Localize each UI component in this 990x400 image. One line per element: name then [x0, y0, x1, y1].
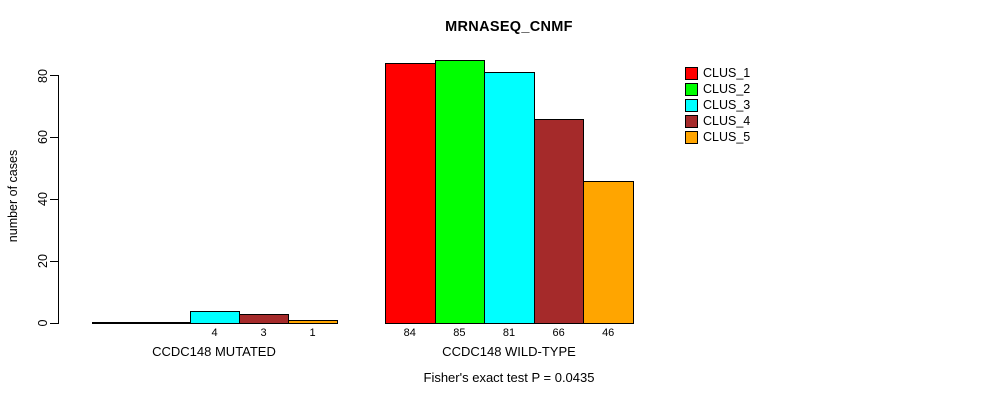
bar-clus_1-group1-zero — [92, 322, 142, 324]
bar-clus_2-group2 — [435, 60, 485, 324]
y-axis-tick-label: 40 — [36, 192, 50, 207]
legend-swatch-clus_1 — [685, 67, 698, 80]
group-label-wildtype: CCDC148 WILD-TYPE — [442, 344, 576, 359]
y-axis-tick-label: 20 — [36, 254, 50, 269]
chart-title: MRNASEQ_CNMF — [445, 19, 573, 35]
y-axis-line — [58, 75, 59, 324]
bar-clus_3-group1 — [190, 311, 240, 324]
y-axis-tick — [50, 322, 58, 324]
legend-item: CLUS_5 — [685, 131, 750, 144]
legend-label: CLUS_4 — [703, 114, 751, 128]
legend-swatch-clus_2 — [685, 83, 698, 96]
legend-item: CLUS_2 — [685, 83, 750, 96]
legend-item: CLUS_4 — [685, 115, 750, 128]
bar-value-label: 66 — [552, 327, 565, 339]
y-axis-tick-label: 60 — [36, 130, 50, 145]
y-axis-tick-label: 0 — [36, 319, 50, 327]
legend-item: CLUS_1 — [685, 67, 750, 80]
y-axis-tick — [50, 75, 58, 76]
legend-swatch-clus_4 — [685, 115, 698, 128]
bar-value-label: 84 — [403, 327, 416, 339]
bar-value-label: 4 — [211, 327, 218, 339]
bar-value-label: 1 — [309, 327, 316, 339]
bar-value-label: 3 — [260, 327, 267, 339]
legend-label: CLUS_2 — [703, 82, 751, 96]
y-axis-tick — [50, 260, 58, 262]
bar-value-label: 46 — [602, 327, 615, 339]
y-axis-tick — [50, 136, 58, 138]
fisher-test-annotation: Fisher's exact test P = 0.0435 — [423, 370, 595, 385]
bar-clus_1-group2 — [385, 63, 436, 324]
legend-swatch-clus_5 — [685, 131, 698, 144]
bar-clus_5-group1 — [288, 320, 338, 324]
bar-clus_5-group2 — [583, 181, 634, 324]
y-axis-tick — [50, 198, 58, 200]
legend-label: CLUS_3 — [703, 98, 751, 112]
group-label-mutated: CCDC148 MUTATED — [152, 344, 276, 359]
bar-clus_4-group2 — [534, 119, 584, 324]
legend-item: CLUS_3 — [685, 99, 750, 112]
bar-clus_4-group1 — [239, 314, 289, 324]
bar-value-label: 81 — [502, 327, 516, 339]
y-axis-tick-label: 80 — [36, 68, 50, 83]
bar-clus_2-group1-zero — [141, 322, 191, 324]
legend-label: CLUS_1 — [703, 66, 751, 80]
legend-swatch-clus_3 — [685, 99, 698, 112]
bar-value-label: 85 — [453, 327, 466, 339]
bar-clus_3-group2 — [484, 72, 535, 324]
legend-label: CLUS_5 — [703, 130, 751, 144]
y-axis-label: number of cases — [6, 149, 20, 243]
